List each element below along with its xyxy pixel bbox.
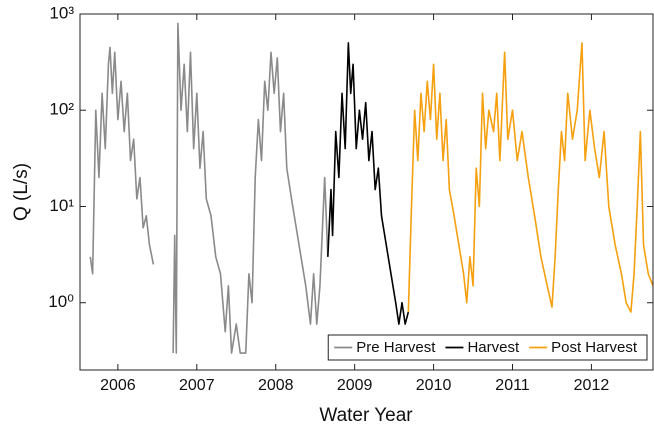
x-tick-label: 2009	[337, 377, 373, 394]
legend-label: Post Harvest	[551, 339, 638, 356]
x-tick-label: 2006	[100, 377, 136, 394]
x-tick-label: 2010	[416, 377, 452, 394]
legend: Pre Harvest Harvest Post Harvest	[327, 334, 648, 361]
y-tick-label: 10⁰	[48, 292, 74, 311]
y-tick-label: 10¹	[49, 196, 74, 215]
y-axis-label: Q (L/s)	[11, 163, 32, 221]
plot-frame	[79, 13, 654, 371]
x-tick-label: 2011	[495, 377, 530, 394]
plot-area	[89, 22, 653, 354]
x-tick-label: 2012	[574, 377, 610, 394]
series-line	[89, 22, 329, 354]
x-axis-label: Water Year	[319, 405, 413, 426]
series-line	[327, 42, 410, 325]
legend-label: Harvest	[467, 339, 520, 356]
legend-label: Pre Harvest	[356, 339, 436, 356]
x-tick-label: 2008	[258, 377, 294, 394]
y-tick-label: 10³	[49, 3, 74, 22]
legend-box	[327, 334, 648, 361]
y-tick-label: 10²	[49, 100, 74, 119]
series-line	[407, 42, 653, 313]
x-tick-label: 2007	[179, 377, 215, 394]
